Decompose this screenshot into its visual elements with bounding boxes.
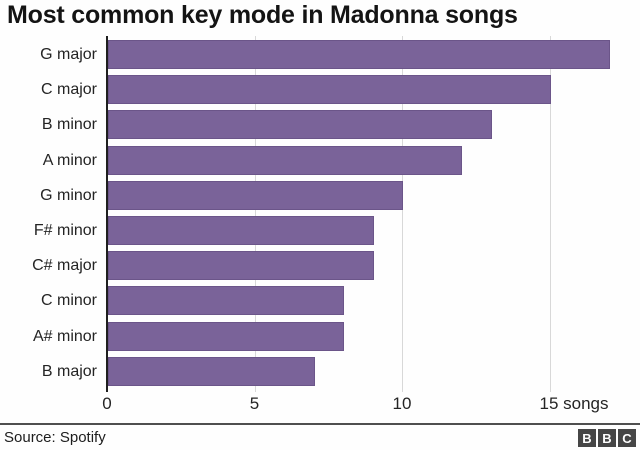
bar bbox=[108, 75, 551, 105]
category-label: G major bbox=[40, 46, 97, 63]
bar-row: F# minor bbox=[0, 215, 640, 251]
grid-line bbox=[549, 36, 551, 392]
category-label: B major bbox=[41, 362, 97, 380]
plot-area bbox=[0, 36, 640, 392]
bar-row: G minor bbox=[0, 180, 640, 216]
footer-divider bbox=[0, 423, 640, 425]
category-label: G minor bbox=[40, 186, 97, 204]
bar bbox=[108, 286, 344, 316]
y-axis-line bbox=[106, 36, 108, 392]
x-tick-label: 0 bbox=[102, 394, 112, 413]
bar-row: G major bbox=[0, 40, 640, 75]
category-label: C major bbox=[40, 81, 97, 99]
bbc-logo-block: C bbox=[618, 429, 636, 447]
bar-row: A minor bbox=[0, 145, 640, 181]
category-label: A minor bbox=[42, 151, 97, 169]
bar-row: B minor bbox=[0, 110, 640, 145]
bbc-logo-letter: B bbox=[582, 430, 592, 446]
bar-row: C major bbox=[0, 75, 640, 110]
bar bbox=[108, 321, 344, 351]
bar bbox=[108, 356, 315, 386]
x-tick-label: 10 bbox=[392, 394, 412, 413]
x-axis-tick-labels: 0 5 10 15 songs bbox=[0, 394, 640, 416]
category-label: A# minor bbox=[32, 327, 97, 345]
bar-rows: G major C major B minor A minor G minor F# mi… bbox=[0, 40, 640, 392]
x-tick-label: 5 bbox=[249, 394, 260, 413]
category-label: C# major bbox=[32, 257, 97, 275]
bar-row: C minor bbox=[0, 286, 640, 321]
bar bbox=[108, 215, 374, 245]
bar-row: B major bbox=[0, 356, 640, 392]
bar bbox=[108, 180, 403, 210]
grid-line bbox=[402, 36, 403, 392]
bar bbox=[108, 40, 610, 69]
bar bbox=[108, 110, 492, 140]
bar-row: A# minor bbox=[0, 321, 640, 357]
x-tick-label: 15 songs bbox=[539, 394, 609, 413]
bbc-logo-letter: B bbox=[602, 430, 612, 446]
page-title: Most common key mode in Madonna songs bbox=[7, 1, 518, 29]
bar bbox=[108, 145, 462, 175]
bar-row: C# major bbox=[0, 251, 640, 286]
bar bbox=[108, 251, 374, 281]
bbc-logo-block: B bbox=[598, 429, 616, 447]
category-label: C minor bbox=[40, 292, 97, 310]
category-label: F# minor bbox=[33, 221, 97, 239]
grid-line bbox=[254, 36, 256, 392]
source-label: Source: Spotify bbox=[4, 429, 106, 446]
bbc-logo-letter: C bbox=[622, 430, 632, 446]
bbc-logo-block: B bbox=[578, 429, 596, 447]
category-label: B minor bbox=[41, 116, 97, 134]
